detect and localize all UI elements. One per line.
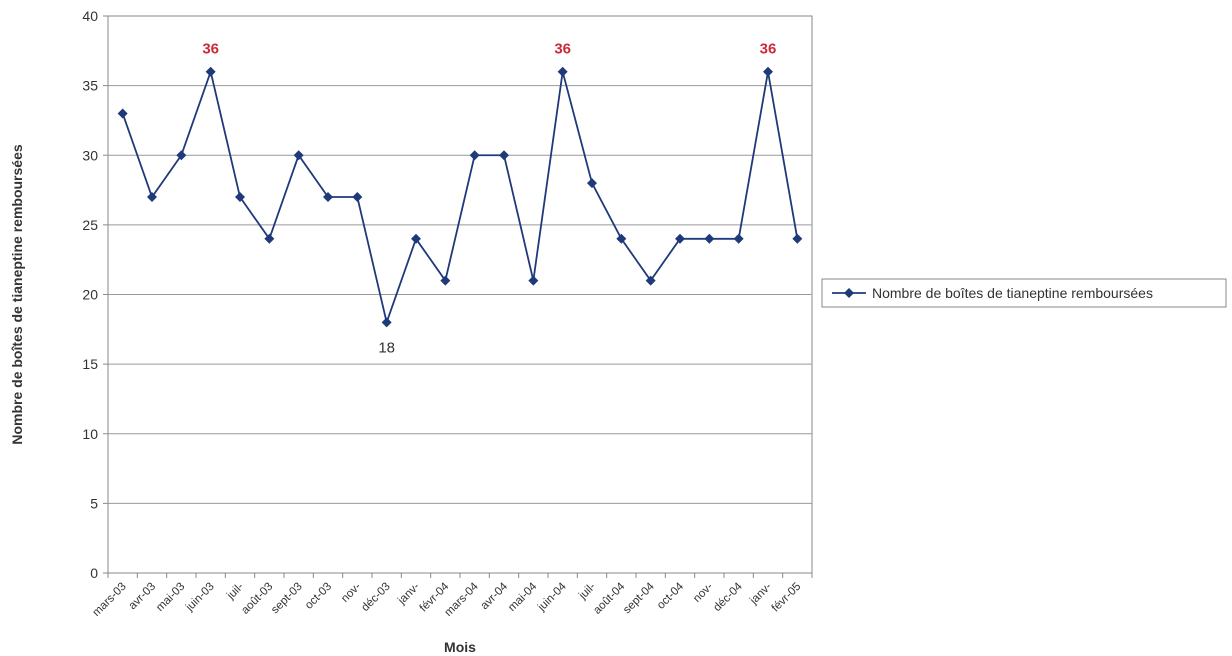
data-point	[264, 233, 275, 244]
x-tick-label: févr-05	[770, 581, 804, 615]
x-tick-label: avr-03	[127, 581, 159, 613]
x-tick-label: déc-03	[359, 581, 392, 614]
x-tick-label: juin-04	[535, 580, 569, 614]
data-label: 36	[760, 41, 777, 58]
x-tick-label: janv-	[395, 581, 422, 608]
x-tick-label: janv-	[747, 581, 774, 608]
data-point	[352, 192, 363, 203]
x-tick-label: nov-	[691, 581, 715, 605]
y-tick-label: 10	[82, 426, 98, 442]
data-point	[205, 66, 216, 77]
y-tick-label: 20	[82, 287, 98, 303]
data-point	[792, 233, 803, 244]
x-tick-label: juil-	[224, 581, 246, 603]
x-tick-label: nov-	[339, 581, 363, 605]
x-tick-label: mars-03	[90, 581, 128, 619]
data-point	[117, 108, 128, 119]
y-tick-label: 30	[82, 147, 98, 163]
y-tick-label: 0	[90, 565, 98, 581]
y-axis-title: Nombre de boîtes de tianeptine remboursé…	[9, 144, 25, 445]
x-tick-label: juin-03	[183, 581, 217, 615]
data-point	[763, 66, 773, 77]
data-point	[616, 233, 627, 244]
x-tick-label: août-04	[591, 580, 627, 616]
x-tick-label: déc-04	[711, 580, 745, 614]
y-tick-label: 5	[90, 495, 98, 511]
y-tick-label: 25	[82, 217, 98, 233]
data-point	[557, 66, 568, 77]
x-tick-label: août-03	[239, 581, 275, 617]
legend-box	[821, 278, 1227, 308]
x-tick-label: oct-04	[655, 580, 687, 612]
data-label: 18	[378, 339, 395, 356]
x-tick-label: sept-04	[621, 580, 657, 616]
data-point	[323, 192, 333, 203]
data-label: 36	[202, 41, 219, 58]
y-tick-label: 15	[82, 356, 98, 372]
data-point	[235, 192, 245, 203]
data-point	[381, 317, 392, 328]
x-tick-label: juil-	[576, 581, 598, 603]
x-tick-label: mai-04	[506, 580, 540, 614]
data-point	[645, 275, 656, 286]
data-label: 36	[554, 41, 571, 58]
data-point	[147, 192, 157, 203]
data-point	[733, 233, 744, 244]
data-point	[440, 275, 451, 286]
data-point	[587, 178, 597, 189]
data-point	[469, 150, 480, 161]
data-point	[704, 233, 715, 244]
legend-label: Nombre de boîtes de tianeptine remboursé…	[872, 285, 1153, 301]
data-point	[675, 233, 685, 244]
data-point	[411, 233, 421, 244]
data-point	[293, 150, 304, 161]
data-point	[176, 150, 187, 161]
x-tick-label: oct-03	[303, 581, 334, 612]
x-tick-label: mai-03	[154, 581, 187, 614]
y-tick-label: 40	[82, 8, 98, 24]
legend-swatch-marker	[844, 288, 854, 298]
x-tick-label: sept-03	[269, 581, 305, 617]
x-tick-label: avr-04	[479, 580, 511, 612]
y-tick-label: 35	[82, 78, 98, 94]
data-point	[499, 150, 509, 161]
x-axis-title: Mois	[444, 639, 476, 655]
data-point	[528, 275, 539, 286]
